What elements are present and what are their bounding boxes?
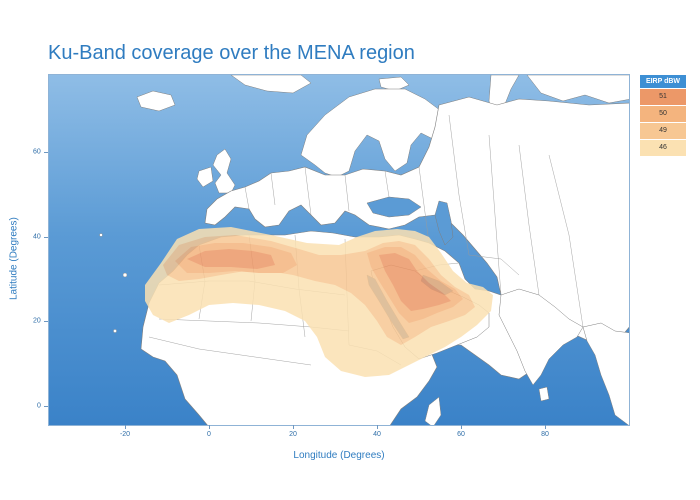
x-tick-label: -20 bbox=[119, 431, 131, 438]
legend-title: EIRP dBW bbox=[640, 75, 686, 88]
y-tick-label: 60 bbox=[33, 148, 41, 156]
x-tickmark bbox=[209, 425, 210, 429]
svalbard-land bbox=[378, 76, 410, 92]
caspian-sea bbox=[434, 200, 454, 246]
madagascar-land bbox=[424, 396, 442, 425]
azores-islands bbox=[99, 233, 103, 237]
cape-verde-islands bbox=[113, 329, 117, 333]
india-land bbox=[498, 288, 584, 386]
y-tick-label: 0 bbox=[37, 402, 41, 410]
x-tick-label: 20 bbox=[289, 431, 297, 438]
legend-item-51: 51 bbox=[640, 88, 686, 105]
y-tickmark bbox=[44, 406, 48, 407]
x-tickmark bbox=[377, 425, 378, 429]
x-tickmark bbox=[125, 425, 126, 429]
southeast-asia-land bbox=[582, 322, 629, 425]
x-tick-label: 80 bbox=[541, 431, 549, 438]
sri-lanka-land bbox=[538, 386, 550, 402]
contour-51 bbox=[187, 249, 451, 311]
map-canvas bbox=[49, 75, 629, 425]
canary-islands bbox=[122, 272, 128, 278]
x-tickmark bbox=[545, 425, 546, 429]
page-title: Ku-Band coverage over the MENA region bbox=[48, 42, 415, 64]
x-tick-label: 40 bbox=[373, 431, 381, 438]
ireland-land bbox=[196, 166, 214, 188]
legend-item-46: 46 bbox=[640, 139, 686, 156]
legend-item-49: 49 bbox=[640, 122, 686, 139]
x-tick-label: 60 bbox=[457, 431, 465, 438]
black-sea bbox=[366, 196, 422, 218]
y-tickmark bbox=[44, 152, 48, 153]
arctic-russia-land bbox=[526, 75, 629, 104]
y-tickmark bbox=[44, 321, 48, 322]
x-tickmark bbox=[461, 425, 462, 429]
eirp-legend: EIRP dBW 51 50 49 46 bbox=[640, 75, 686, 156]
x-axis-label: Longitude (Degrees) bbox=[293, 450, 385, 461]
coverage-contours bbox=[145, 227, 493, 377]
greenland-land bbox=[230, 75, 312, 94]
legend-item-50: 50 bbox=[640, 105, 686, 122]
scandinavia-land bbox=[300, 88, 448, 178]
y-tick-label: 20 bbox=[33, 317, 41, 325]
y-tick-label: 40 bbox=[33, 233, 41, 241]
y-axis-label-text: Latitude (Degrees) bbox=[8, 217, 20, 300]
y-axis-label: Latitude (Degrees) bbox=[9, 217, 20, 300]
x-tickmark bbox=[293, 425, 294, 429]
coverage-map bbox=[48, 74, 630, 426]
x-tick-label: 0 bbox=[207, 431, 211, 438]
y-tickmark bbox=[44, 237, 48, 238]
iceland-land bbox=[136, 90, 176, 112]
